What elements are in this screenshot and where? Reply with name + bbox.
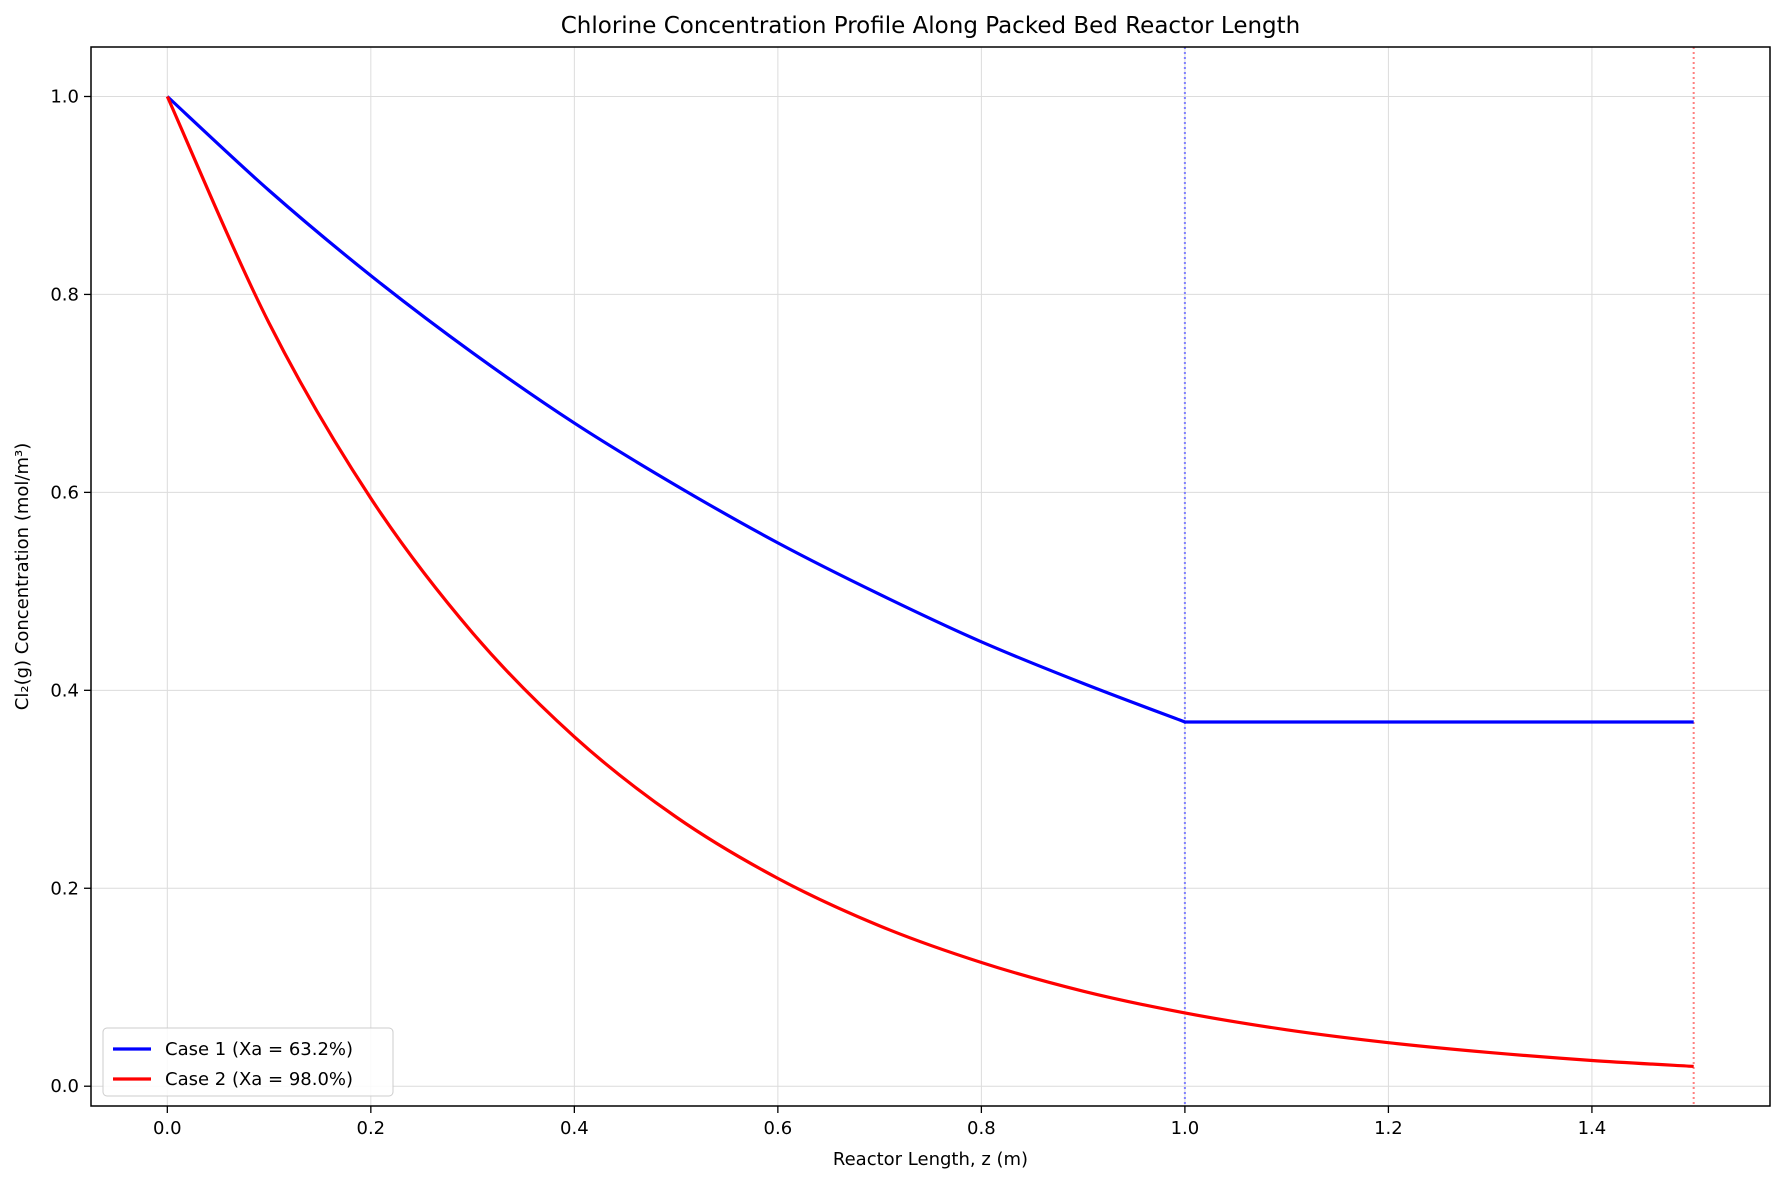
x-axis-label: Reactor Length, z (m) [833, 1149, 1028, 1170]
y-axis-label: Cl₂(g) Concentration (mol/m³) [12, 443, 33, 710]
series-line-2 [165, 95, 1694, 1069]
legend: Case 1 (Xa = 63.2%) Case 2 (Xa = 98.0%) [102, 1027, 394, 1097]
series-lines [165, 95, 1694, 1069]
y-tick-label: 0.4 [50, 680, 79, 701]
x-tick-label: 0.0 [153, 1118, 182, 1139]
y-tick-label: 0.8 [50, 284, 79, 305]
chart-title: Chlorine Concentration Profile Along Pac… [561, 13, 1301, 39]
x-tick-label: 0.8 [967, 1118, 996, 1139]
y-tick-label: 0.2 [50, 878, 79, 899]
x-axis-ticks: 0.0 0.2 0.4 0.6 0.8 1.0 1.2 1.4 [153, 1106, 1606, 1139]
y-axis-ticks: 0.0 0.2 0.4 0.6 0.8 1.0 [50, 86, 91, 1097]
y-tick-label: 0.0 [50, 1076, 79, 1097]
reference-lines [1183, 47, 1695, 1106]
x-tick-label: 0.4 [560, 1118, 589, 1139]
legend-label: Case 1 (Xa = 63.2%) [165, 1039, 353, 1060]
plot-frame [90, 46, 1771, 1107]
x-tick-label: 0.6 [764, 1118, 793, 1139]
series-line-1 [166, 95, 1694, 724]
y-tick-label: 0.6 [50, 482, 79, 503]
legend-label: Case 2 (Xa = 98.0%) [165, 1069, 353, 1090]
grid-lines [91, 47, 1770, 1106]
x-tick-label: 1.4 [1578, 1118, 1607, 1139]
y-tick-label: 1.0 [50, 86, 79, 107]
x-tick-label: 0.2 [357, 1118, 386, 1139]
legend-box [102, 1027, 394, 1097]
x-tick-label: 1.2 [1374, 1118, 1403, 1139]
x-tick-label: 1.0 [1171, 1118, 1200, 1139]
